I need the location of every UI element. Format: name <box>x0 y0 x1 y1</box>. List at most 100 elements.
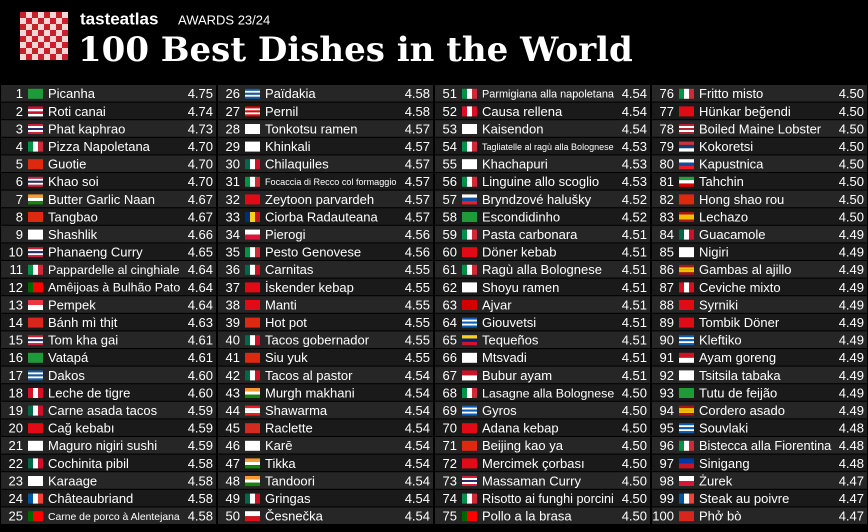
flag-stripe <box>38 493 43 504</box>
dish-name: Leche de tigre <box>48 385 130 400</box>
score: 4.49 <box>839 262 864 277</box>
row-bg <box>652 173 867 190</box>
dish-name: Tikka <box>265 456 296 471</box>
row-bg <box>1 243 216 260</box>
rank: 42 <box>226 368 240 383</box>
flag-stripe <box>245 264 250 275</box>
dish-name: Cağ kebabı <box>48 421 115 436</box>
flag-stripe <box>250 370 255 381</box>
logo-cell <box>62 30 68 36</box>
score: 4.49 <box>839 368 864 383</box>
flag-stripe <box>245 479 260 483</box>
dish-name: Carne de porco à Alentejana <box>48 512 180 523</box>
flag-stripe <box>255 370 260 381</box>
flag-stripe <box>462 335 477 339</box>
score: 4.64 <box>188 262 213 277</box>
flag-stripe <box>679 431 694 434</box>
score: 4.70 <box>188 174 213 189</box>
flag-stripe <box>679 247 694 258</box>
score: 4.50 <box>839 209 864 224</box>
flag-stripe <box>467 511 472 522</box>
logo-cell <box>56 36 62 42</box>
flag-stripe <box>679 458 694 464</box>
flag-stripe <box>38 458 43 469</box>
dish-name: Beijing kao ya <box>482 438 564 453</box>
row-bg <box>218 437 433 454</box>
logo-cell <box>32 54 38 60</box>
flag-stripe <box>33 282 38 293</box>
dish-name: Dakos <box>48 368 85 383</box>
flag-stripe <box>684 493 689 504</box>
flag-stripe <box>679 425 694 428</box>
score: 4.54 <box>405 368 430 383</box>
rank: 8 <box>16 209 23 224</box>
dish-name: Tacos al pastor <box>265 368 353 383</box>
rank: 67 <box>443 368 457 383</box>
row-bg <box>218 278 433 296</box>
logo-cell <box>38 42 44 48</box>
rank: 51 <box>443 86 457 101</box>
flag-stripe <box>28 197 43 202</box>
flag-stripe <box>28 194 43 198</box>
flag-stripe <box>38 511 43 522</box>
flag-stripe <box>28 388 33 398</box>
score: 4.51 <box>622 245 647 260</box>
flag-stripe <box>679 194 694 205</box>
logo-cell <box>62 48 68 54</box>
score: 4.50 <box>839 157 864 172</box>
rank: 18 <box>9 385 23 400</box>
logo-cell <box>26 48 32 54</box>
rank: 4 <box>16 139 23 154</box>
dish-name: Gringas <box>265 491 311 506</box>
flag-stripe <box>245 511 260 517</box>
flag-stripe <box>462 282 477 293</box>
flag-stripe <box>28 113 43 117</box>
dish-name: Parmigiana alla napoletana <box>482 89 615 101</box>
flag-stripe <box>28 141 33 152</box>
rank: 5 <box>16 157 23 172</box>
score: 4.73 <box>188 121 213 136</box>
dish-name: Tahchin <box>699 174 744 189</box>
logo-cell <box>20 12 26 18</box>
dish-name: Carnitas <box>265 262 314 277</box>
flag-stripe <box>679 176 694 181</box>
row-bg <box>652 472 867 489</box>
rank: 9 <box>16 227 23 242</box>
logo-cell <box>20 54 26 60</box>
flag-stripe <box>28 229 43 240</box>
flag-stripe <box>28 378 43 381</box>
score: 4.53 <box>622 157 647 172</box>
dish-name: Tangbao <box>48 209 98 224</box>
score: 4.50 <box>839 174 864 189</box>
dish-name: Butter Garlic Naan <box>48 192 155 207</box>
score: 4.55 <box>405 297 430 312</box>
flag-stripe <box>462 194 477 198</box>
flag-stripe <box>679 341 694 344</box>
logo-cell <box>20 24 26 30</box>
dish-name: Phở bò <box>699 509 742 524</box>
dish-name: Phanaeng Curry <box>48 245 143 260</box>
rank: 15 <box>9 333 23 348</box>
flag-stripe <box>462 247 477 258</box>
flag-stripe <box>467 264 472 275</box>
rank: 90 <box>660 333 674 348</box>
row-bg <box>218 296 433 313</box>
row-bg <box>218 225 433 243</box>
row-bg <box>218 102 433 120</box>
awards: AWARDS 23/24 <box>178 12 270 27</box>
flag-stripe <box>462 325 477 328</box>
dish-name: Hot pot <box>265 315 307 330</box>
flag-stripe <box>28 339 43 342</box>
flag-stripe <box>679 429 694 432</box>
logo-cell <box>32 36 38 42</box>
flag-stripe <box>245 300 260 310</box>
flag-stripe <box>28 370 43 373</box>
flag-stripe <box>38 388 43 398</box>
dish-name: Risotto ai funghi porcini <box>482 492 614 506</box>
row-bg <box>435 278 650 296</box>
score: 4.47 <box>839 491 864 506</box>
score: 4.57 <box>405 174 430 189</box>
flag-stripe <box>689 493 694 504</box>
row-bg <box>1 155 216 172</box>
dish-name: Pernil <box>265 104 298 119</box>
